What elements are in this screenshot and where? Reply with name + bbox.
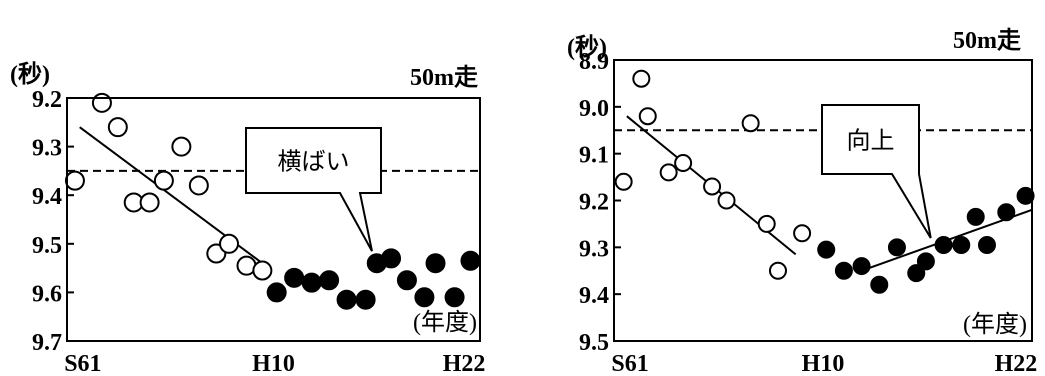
data-point-filled bbox=[396, 270, 417, 291]
data-point-filled bbox=[284, 267, 305, 288]
data-point-open bbox=[768, 261, 787, 280]
data-point-filled bbox=[907, 264, 926, 283]
data-point-filled bbox=[301, 272, 322, 293]
y-tick-label: 8.9 bbox=[579, 49, 609, 75]
y-tick-label: 9.1 bbox=[579, 143, 609, 169]
plot-frame bbox=[66, 97, 481, 342]
data-point-open bbox=[674, 154, 693, 173]
x-axis-label: (年度) bbox=[963, 311, 1027, 338]
x-tick-label: H22 bbox=[995, 351, 1038, 376]
callout-label: 横ばい bbox=[278, 148, 350, 176]
data-point-filled bbox=[887, 238, 906, 257]
data-point-filled bbox=[817, 240, 836, 259]
chart-left: 横ばい 9.2 9.3 9.4 9.5 9.6 9.7 S61 H10 H22 (秒) 50m走 (年度… bbox=[0, 0, 500, 376]
y-tick-label: 9.2 bbox=[32, 87, 62, 113]
data-point-filled bbox=[266, 282, 287, 303]
data-point-filled bbox=[414, 287, 435, 308]
data-point-filled bbox=[425, 253, 446, 274]
data-point-filled bbox=[934, 235, 953, 254]
data-point-open bbox=[153, 170, 174, 191]
data-point-open bbox=[659, 163, 678, 182]
data-point-open bbox=[91, 92, 112, 113]
data-point-filled bbox=[381, 248, 402, 269]
data-point-filled bbox=[834, 261, 853, 280]
y-tick-label: 9.6 bbox=[32, 281, 62, 307]
data-point-open bbox=[793, 224, 812, 243]
data-point-filled bbox=[355, 289, 376, 310]
x-tick-label: H22 bbox=[443, 351, 486, 376]
data-point-filled bbox=[460, 250, 481, 271]
x-tick-label: H10 bbox=[252, 351, 295, 376]
data-point-filled bbox=[997, 203, 1016, 222]
chart-title: 50m走 bbox=[953, 27, 1021, 54]
data-point-open bbox=[703, 177, 722, 196]
y-tick-label: 9.3 bbox=[579, 236, 609, 262]
data-point-filled bbox=[916, 252, 935, 271]
y-tick-label: 9.4 bbox=[579, 283, 609, 309]
data-point-open bbox=[171, 136, 192, 157]
data-point-open bbox=[638, 107, 657, 126]
data-point-filled bbox=[319, 270, 340, 291]
x-axis-label: (年度) bbox=[413, 309, 477, 336]
x-tick-label: H10 bbox=[802, 351, 845, 376]
y-axis-unit-label: (秒) bbox=[10, 61, 50, 88]
data-point-filled bbox=[852, 257, 871, 276]
data-point-open bbox=[107, 117, 128, 138]
data-point-filled bbox=[336, 289, 357, 310]
data-point-open bbox=[64, 170, 85, 191]
data-point-filled bbox=[966, 207, 985, 226]
data-point-filled bbox=[870, 275, 889, 294]
plot-frame bbox=[613, 59, 1033, 342]
data-point-open bbox=[219, 233, 240, 254]
data-point-filled bbox=[444, 287, 465, 308]
data-point-open bbox=[717, 191, 736, 210]
callout-box bbox=[245, 127, 382, 252]
x-tick-label: S61 bbox=[64, 351, 101, 376]
data-point-open bbox=[741, 114, 760, 133]
y-tick-label: 9.5 bbox=[32, 233, 62, 259]
chart-title: 50m走 bbox=[410, 64, 478, 91]
y-tick-label: 9.3 bbox=[32, 136, 62, 162]
callout-label: 向上 bbox=[847, 127, 895, 155]
y-tick-label: 9.5 bbox=[579, 330, 609, 356]
data-point-filled bbox=[977, 235, 996, 254]
callout-box bbox=[821, 104, 932, 239]
y-tick-label: 9.2 bbox=[579, 190, 609, 216]
data-point-open bbox=[188, 175, 209, 196]
data-point-open bbox=[614, 172, 633, 191]
data-point-open bbox=[757, 214, 776, 233]
data-point-open bbox=[252, 260, 273, 281]
data-point-filled bbox=[1016, 186, 1035, 205]
y-axis-unit-label: (秒) bbox=[567, 34, 607, 61]
y-tick-label: 9.0 bbox=[579, 96, 609, 122]
data-point-open bbox=[139, 192, 160, 213]
data-point-filled bbox=[952, 235, 971, 254]
y-tick-label: 9.4 bbox=[32, 184, 62, 210]
x-tick-label: S61 bbox=[611, 351, 648, 376]
data-point-open bbox=[632, 69, 651, 88]
y-tick-label: 9.7 bbox=[32, 330, 62, 356]
chart-right: 向上 8.9 9.0 9.1 9.2 9.3 9.4 9.5 S61 H10 H22 (秒) 50m走 (… bbox=[545, 0, 1045, 376]
